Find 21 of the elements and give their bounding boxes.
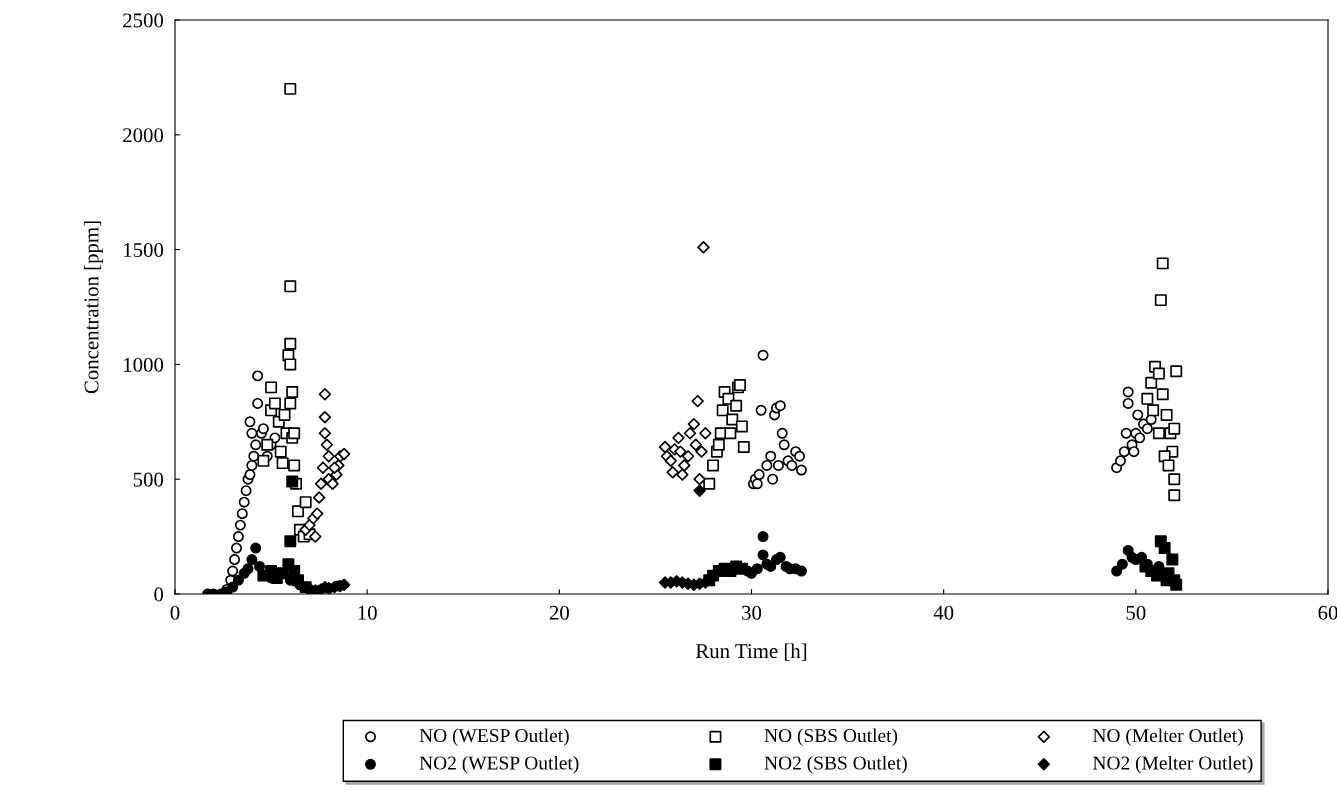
- x-tick-label: 60: [1318, 605, 1337, 620]
- x-tick-label: 40: [933, 605, 954, 620]
- x-tick-label: 30: [742, 605, 762, 620]
- y-tick-label: 1000: [124, 357, 164, 372]
- x-tick-label: 20: [549, 605, 569, 620]
- y-axis-title: Concentration [ppm]: [83, 221, 103, 394]
- legend-label: NO (WESP Outlet): [419, 728, 569, 747]
- legend-label: NO (SBS Outlet): [764, 728, 898, 747]
- x-axis-title: Run Time [h]: [695, 643, 807, 661]
- legend-label: NO (Melter Outlet): [1092, 728, 1243, 747]
- x-tick-label: 50: [1126, 605, 1146, 620]
- y-tick-label: 2500: [123, 13, 164, 28]
- x-tick-label: 10: [358, 605, 377, 620]
- y-tick-label: 2000: [123, 128, 164, 143]
- y-tick-label: 500: [133, 472, 164, 487]
- legend-label: NO2 (Melter Outlet): [1092, 755, 1253, 774]
- legend-label: NO2 (WESP Outlet): [419, 755, 579, 774]
- y-tick-label: 1500: [124, 242, 164, 258]
- x-tick-label: 0: [170, 605, 180, 620]
- legend-label: NO2 (SBS Outlet): [764, 755, 907, 774]
- y-tick-label: 0: [154, 587, 164, 602]
